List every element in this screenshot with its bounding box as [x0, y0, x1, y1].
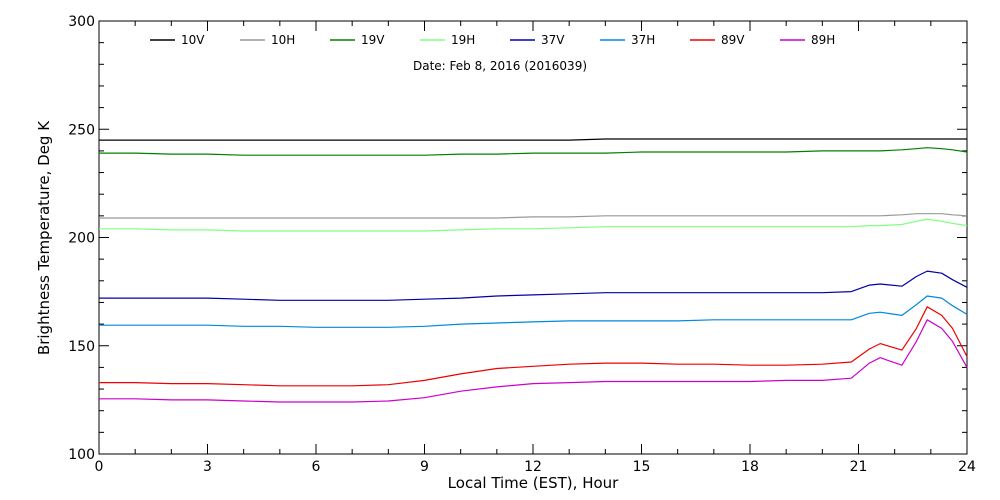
legend-label-10v: 10V: [181, 33, 205, 47]
y-tick-label: 250: [68, 122, 95, 138]
series-line-89v: [99, 306, 968, 387]
axis-ticks: 0 3 6 9 12 15 18 21 24 100 150 200 250 300: [68, 14, 976, 475]
legend-label-19h: 19H: [451, 33, 475, 47]
x-axis-label: Local Time (EST), Hour: [448, 474, 619, 492]
series-line-10v: [99, 138, 967, 141]
x-tick-label: 15: [633, 459, 651, 475]
legend-label-19v: 19V: [361, 33, 385, 47]
x-tick-label: 3: [203, 459, 212, 475]
x-tick-label: 9: [420, 459, 429, 475]
legend: 10V 10H 19V 19H 37V 37H 89V 89H: [150, 33, 835, 47]
series-line-37v: [99, 270, 968, 301]
y-axis-label: Brightness Temperature, Deg K: [35, 120, 53, 355]
chart-subtitle: Date: Feb 8, 2016 (2016039): [413, 59, 587, 73]
series-line-10h: [99, 213, 968, 219]
x-tick-label: 0: [95, 459, 104, 475]
series-lines: [99, 138, 968, 403]
legend-label-10h: 10H: [271, 33, 295, 47]
legend-label-37h: 37H: [631, 33, 655, 47]
series-line-19h: [99, 218, 968, 232]
y-tick-label: 100: [68, 447, 95, 463]
x-tick-label: 12: [524, 459, 542, 475]
series-line-37h: [99, 295, 968, 328]
y-tick-label: 150: [68, 339, 95, 355]
legend-label-89v: 89V: [721, 33, 745, 47]
x-tick-label: 21: [850, 459, 868, 475]
x-tick-label: 18: [741, 459, 759, 475]
plot-frame: [98, 20, 968, 455]
series-line-19v: [99, 147, 968, 156]
x-tick-label: 24: [958, 459, 976, 475]
y-tick-label: 300: [68, 14, 95, 30]
series-line-89h: [99, 319, 968, 403]
legend-label-37v: 37V: [541, 33, 565, 47]
y-tick-label: 200: [68, 231, 95, 247]
x-tick-label: 6: [312, 459, 321, 475]
legend-label-89h: 89H: [811, 33, 835, 47]
